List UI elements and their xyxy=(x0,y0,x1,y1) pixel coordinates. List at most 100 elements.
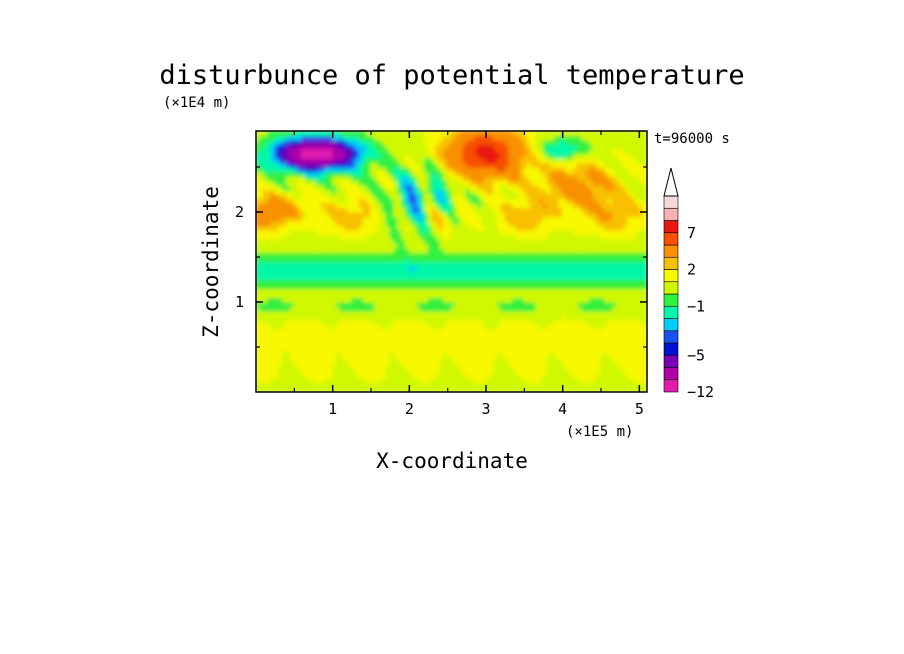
field-cell xyxy=(504,332,510,339)
field-cell xyxy=(516,355,522,362)
field-cell xyxy=(397,364,403,371)
field-cell xyxy=(569,215,575,222)
field-cell xyxy=(581,229,587,236)
field-cell xyxy=(447,346,453,353)
field-cell xyxy=(282,211,288,218)
field-cell xyxy=(466,269,472,276)
field-cell xyxy=(393,157,399,164)
field-cell xyxy=(466,233,472,240)
field-cell xyxy=(335,382,341,389)
field-cell xyxy=(351,139,357,146)
field-cell xyxy=(546,323,552,330)
field-cell xyxy=(558,314,564,321)
field-cell xyxy=(424,139,430,146)
field-cell xyxy=(374,283,380,290)
field-cell xyxy=(508,224,514,231)
field-cell xyxy=(358,233,364,240)
field-cell xyxy=(312,328,318,335)
field-cell xyxy=(447,188,453,195)
field-cell xyxy=(431,206,437,213)
field-cell xyxy=(301,260,307,267)
field-cell xyxy=(412,251,418,258)
field-cell xyxy=(531,337,537,344)
field-cell xyxy=(554,386,560,392)
field-cell xyxy=(412,179,418,186)
field-cell xyxy=(512,346,518,353)
field-cell xyxy=(496,305,502,312)
field-cell xyxy=(316,359,322,366)
field-cell xyxy=(454,193,460,200)
field-cell xyxy=(519,278,525,285)
field-cell xyxy=(569,134,575,141)
field-cell xyxy=(351,161,357,168)
field-cell xyxy=(573,134,579,141)
field-cell xyxy=(404,386,410,392)
field-cell xyxy=(466,305,472,312)
field-cell xyxy=(489,283,495,290)
field-cell xyxy=(297,364,303,371)
field-cell xyxy=(462,265,468,272)
field-cell xyxy=(424,359,430,366)
field-cell xyxy=(301,202,307,209)
field-cell xyxy=(554,323,560,330)
field-cell xyxy=(462,323,468,330)
field-cell xyxy=(378,202,384,209)
field-cell xyxy=(558,346,564,353)
field-cell xyxy=(282,152,288,159)
field-cell xyxy=(450,211,456,218)
field-cell xyxy=(316,211,322,218)
field-cell xyxy=(278,148,284,155)
field-cell xyxy=(527,242,533,249)
field-cell xyxy=(370,292,376,299)
field-cell xyxy=(573,161,579,168)
field-cell xyxy=(565,197,571,204)
field-cell xyxy=(424,305,430,312)
field-cell xyxy=(362,206,368,213)
field-cell xyxy=(531,220,537,227)
field-cell xyxy=(362,328,368,335)
field-cell xyxy=(577,152,583,159)
field-cell xyxy=(516,269,522,276)
field-cell xyxy=(477,269,483,276)
field-cell xyxy=(374,319,380,326)
field-cell xyxy=(389,350,395,357)
field-cell xyxy=(573,364,579,371)
field-cell xyxy=(259,238,265,245)
field-cell xyxy=(256,166,261,173)
field-cell xyxy=(439,247,445,254)
field-cell xyxy=(431,242,437,249)
field-cell xyxy=(259,305,265,312)
field-cell xyxy=(470,197,476,204)
field-cell xyxy=(542,296,548,303)
field-cell xyxy=(581,152,587,159)
field-cell xyxy=(516,242,522,249)
field-cell xyxy=(431,337,437,344)
field-cell xyxy=(293,143,299,150)
field-cell xyxy=(462,206,468,213)
field-cell xyxy=(535,238,541,245)
field-cell xyxy=(427,247,433,254)
field-cell xyxy=(420,373,426,380)
field-cell xyxy=(542,278,548,285)
field-cell xyxy=(366,319,372,326)
field-cell xyxy=(573,341,579,348)
field-cell xyxy=(450,161,456,168)
field-cell xyxy=(263,278,269,285)
field-cell xyxy=(412,224,418,231)
field-cell xyxy=(454,197,460,204)
field-cell xyxy=(535,188,541,195)
field-cell xyxy=(516,193,522,200)
field-cell xyxy=(435,206,441,213)
field-cell xyxy=(266,292,272,299)
field-cell xyxy=(282,143,288,150)
field-cell xyxy=(420,278,426,285)
field-cell xyxy=(351,143,357,150)
field-cell xyxy=(424,157,430,164)
field-cell xyxy=(297,206,303,213)
field-cell xyxy=(301,148,307,155)
field-cell xyxy=(309,229,315,236)
field-cell xyxy=(385,148,391,155)
field-cell xyxy=(270,301,276,308)
field-cell xyxy=(531,143,537,150)
field-cell xyxy=(393,233,399,240)
